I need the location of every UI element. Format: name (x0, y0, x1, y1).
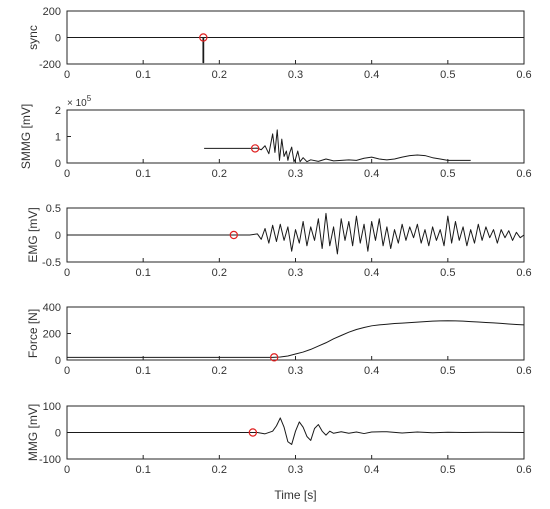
x-tick-label: 0.3 (288, 168, 303, 180)
x-tick-label: 0.5 (440, 464, 455, 476)
onset-marker (229, 230, 239, 240)
x-tick-label: 0.6 (516, 69, 531, 81)
y-tick-label: 400 (43, 302, 61, 314)
x-tick-label: 0.2 (212, 69, 227, 81)
y-tick-label: 0 (55, 428, 61, 440)
x-tick-label: 0.1 (136, 267, 151, 279)
x-tick-label: 0.6 (516, 464, 531, 476)
y-exponent-power: 5 (87, 94, 92, 103)
y-tick-label: 0 (55, 355, 61, 367)
x-tick-label: 0.4 (364, 168, 379, 180)
y-tick-label: 200 (43, 6, 61, 18)
x-tick-label: 0.4 (364, 464, 379, 476)
y-tick-label: 200 (43, 329, 61, 341)
x-tick-label: 0.2 (212, 464, 227, 476)
x-tick-label: 0.4 (364, 267, 379, 279)
x-tick-label: 0.5 (440, 365, 455, 377)
series-line (67, 417, 525, 445)
series-line (67, 37, 524, 64)
x-tick-label: 0.1 (136, 168, 151, 180)
x-tick-label: 0 (64, 464, 70, 476)
axes-box (66, 109, 525, 164)
y-tick-label: 0 (55, 158, 61, 170)
x-tick-label: 0.6 (516, 267, 531, 279)
y-tick-label: -0.5 (42, 257, 61, 269)
x-tick-label: 0.3 (288, 267, 303, 279)
x-tick-label: 0.5 (440, 267, 455, 279)
series-line (67, 320, 525, 358)
y-tick-label: 2 (55, 105, 61, 117)
y-tick-label: 0.5 (46, 203, 61, 215)
x-tick-label: 0.3 (288, 69, 303, 81)
y-axis-label: SMMG [mV] (19, 104, 33, 169)
x-tick-label: 0.6 (516, 365, 531, 377)
x-axis-label: Time [s] (274, 488, 316, 502)
axes-box (66, 306, 525, 361)
x-tick-label: 0.3 (288, 464, 303, 476)
series-line (67, 212, 525, 255)
x-tick-label: 0.5 (440, 168, 455, 180)
onset-marker (199, 33, 208, 42)
x-tick-label: 0 (64, 267, 70, 279)
y-axis-label: EMG [mV] (26, 207, 40, 262)
onset-marker (248, 428, 258, 437)
x-tick-label: 0 (64, 69, 70, 81)
x-tick-label: 0.3 (288, 365, 303, 377)
y-tick-label: 0 (55, 33, 61, 45)
x-tick-label: 0.6 (516, 168, 531, 180)
y-axis-label: MMG [mV] (26, 404, 40, 461)
y-axis-label: sync (26, 25, 40, 50)
y-tick-label: -100 (39, 454, 61, 466)
y-tick-label: 1 (55, 132, 61, 144)
y-tick-label: 100 (43, 401, 61, 413)
series-line (204, 129, 471, 163)
y-tick-label: -200 (39, 59, 61, 71)
y-exponent-label: × 105 (67, 94, 92, 109)
y-tick-label: 0 (55, 230, 61, 242)
x-tick-label: 0.2 (212, 267, 227, 279)
y-axis-label: Force [N] (26, 309, 40, 358)
x-tick-label: 0.1 (136, 365, 151, 377)
x-tick-label: 0.2 (212, 168, 227, 180)
chart-panel: 0 0.1 0.2 0.3 0.4 0.5 0.6 0 1 2 × 105 SMMG [mV] (19, 94, 532, 180)
x-tick-label: 0.4 (364, 365, 379, 377)
x-tick-label: 0.4 (364, 69, 379, 81)
x-tick-label: 0.1 (136, 69, 151, 81)
x-tick-label: 0 (64, 168, 70, 180)
x-tick-label: 0 (64, 365, 70, 377)
x-tick-label: 0.2 (212, 365, 227, 377)
x-tick-label: 0.1 (136, 464, 151, 476)
onset-marker (250, 144, 260, 153)
x-tick-label: 0.5 (440, 69, 455, 81)
onset-marker (269, 353, 279, 362)
